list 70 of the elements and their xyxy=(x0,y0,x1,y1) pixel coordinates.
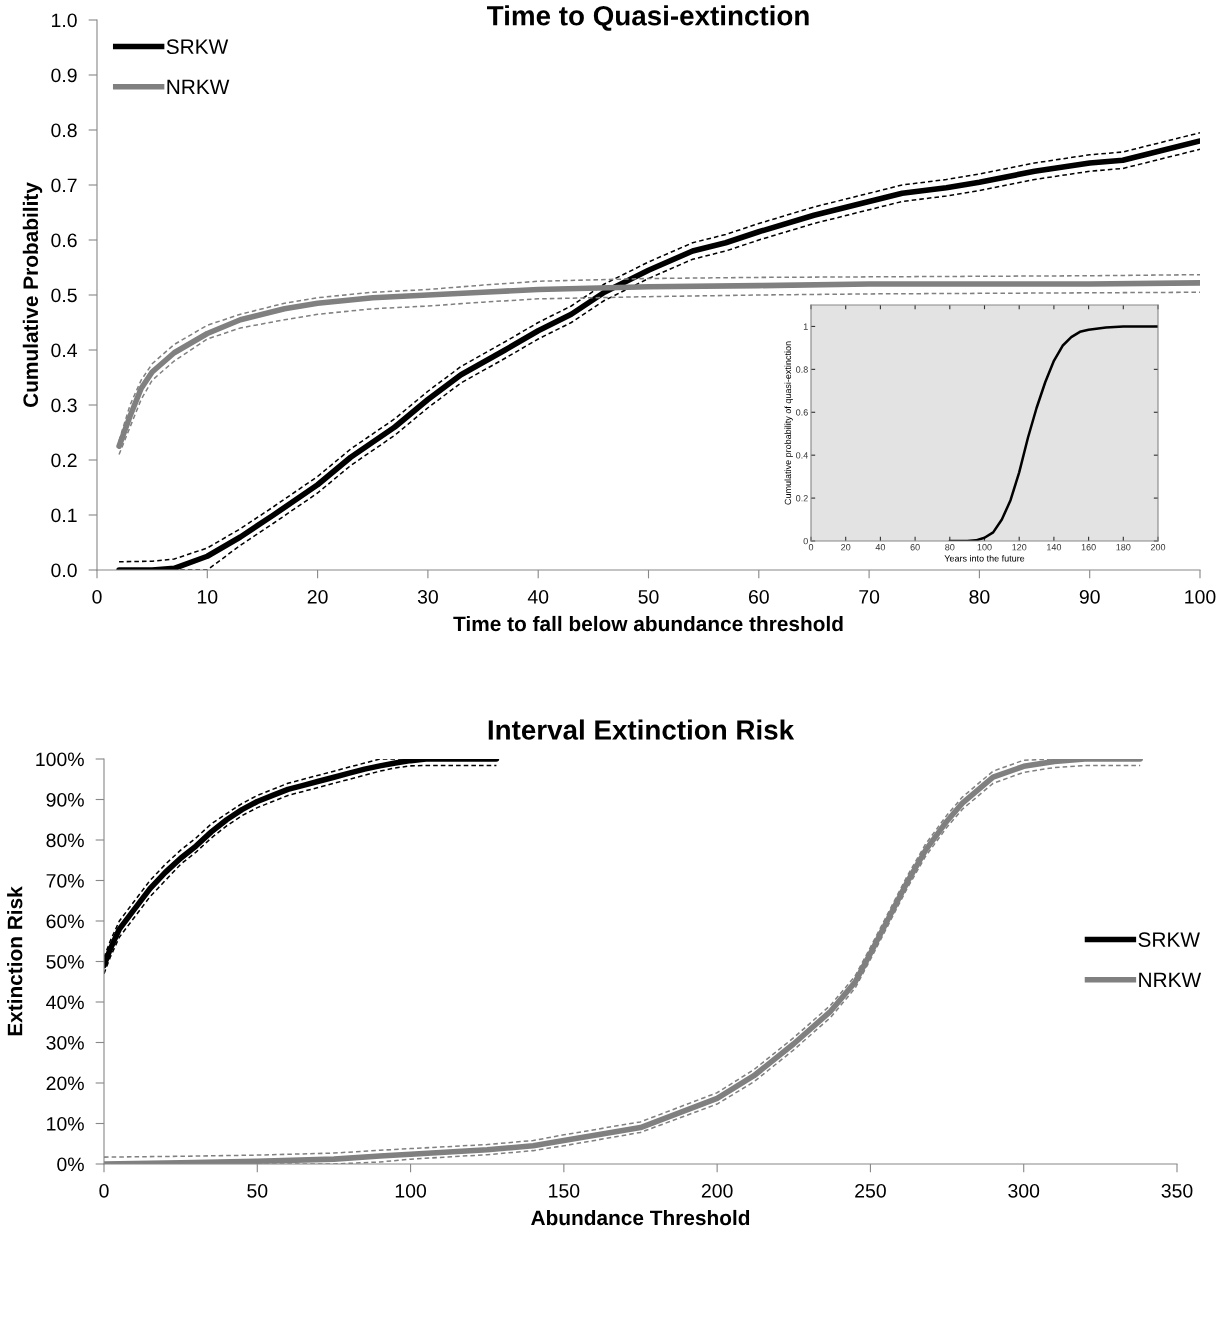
y-tick-label: 0.4 xyxy=(51,343,77,358)
x-tick-label: 160 xyxy=(1081,544,1096,551)
chart-title: Interval Extinction Risk xyxy=(488,719,795,740)
y-tick-label: 50% xyxy=(46,954,84,969)
x-axis-title: Time to fall below abundance threshold xyxy=(453,615,843,632)
x-tick-label: 180 xyxy=(1116,544,1131,551)
legend-label: SRKW xyxy=(166,39,229,55)
x-tick-label: 80 xyxy=(945,544,955,551)
y-tick-label: 1 xyxy=(803,323,808,330)
chart-title: Time to Quasi-extinction xyxy=(487,5,809,31)
y-tick-label: 30% xyxy=(46,1035,84,1050)
x-tick-label: 10 xyxy=(197,589,218,604)
x-tick-label: 20 xyxy=(841,544,851,551)
x-tick-label: 90 xyxy=(1079,589,1100,604)
y-tick-label: 0.9 xyxy=(51,68,77,83)
x-tick-label: 140 xyxy=(1047,544,1062,551)
y-tick-label: 0.3 xyxy=(51,398,77,413)
x-tick-label: 250 xyxy=(855,1183,886,1198)
y-tick-label: 70% xyxy=(46,873,84,888)
x-tick-label: 60 xyxy=(910,544,920,551)
legend-label: NRKW xyxy=(1139,972,1202,988)
x-tick-label: 0 xyxy=(99,1183,109,1198)
y-tick-label: 0.2 xyxy=(796,495,808,502)
x-tick-label: 0 xyxy=(92,589,102,604)
y-tick-label: 20% xyxy=(46,1076,84,1091)
x-axis-title: Abundance Threshold xyxy=(531,1209,750,1226)
y-tick-label: 0 xyxy=(803,537,808,545)
y-tick-label: 0.1 xyxy=(51,508,77,523)
y-tick-label: 0.6 xyxy=(51,233,77,248)
y-tick-label: 0.4 xyxy=(796,452,808,459)
y-tick-label: 40% xyxy=(46,995,84,1010)
y-tick-label: 0.2 xyxy=(51,453,77,468)
x-tick-label: 80 xyxy=(969,589,990,604)
x-tick-label: 100 xyxy=(395,1183,427,1198)
x-tick-label: 120 xyxy=(1012,544,1027,551)
x-tick-label: 0 xyxy=(808,544,814,551)
y-tick-label: 0.8 xyxy=(796,366,808,373)
x-tick-label: 300 xyxy=(1008,1183,1040,1198)
y-tick-label: 0.5 xyxy=(51,288,77,303)
x-tick-label: 100 xyxy=(977,544,992,551)
x-tick-label: 70 xyxy=(859,589,880,604)
y-tick-label: 0.8 xyxy=(51,123,77,138)
x-tick-label: 20 xyxy=(307,589,328,604)
y-tick-label: 100% xyxy=(36,752,84,767)
x-axis-title: Years into the future xyxy=(944,554,1025,562)
y-tick-label: 10% xyxy=(47,1116,84,1131)
legend-label: NRKW xyxy=(167,79,230,95)
x-tick-label: 50 xyxy=(247,1183,268,1198)
y-tick-label: 90% xyxy=(46,792,84,807)
y-tick-label: 60% xyxy=(46,914,84,929)
x-tick-label: 50 xyxy=(638,589,659,604)
x-tick-label: 200 xyxy=(701,1183,733,1198)
y-axis-title: Extinction Risk xyxy=(7,886,23,1036)
x-tick-label: 200 xyxy=(1150,544,1166,551)
y-tick-label: 0% xyxy=(57,1157,84,1172)
y-axis-title: Cumulative Probability xyxy=(22,182,43,408)
y-tick-label: 0.7 xyxy=(51,178,77,193)
x-tick-label: 40 xyxy=(527,589,549,604)
y-tick-label: 0.0 xyxy=(51,563,77,578)
legend-label: SRKW xyxy=(1138,932,1200,947)
x-tick-label: 350 xyxy=(1161,1183,1193,1198)
y-tick-label: 80% xyxy=(46,833,84,848)
x-tick-label: 60 xyxy=(748,589,769,604)
y-tick-label: 1.0 xyxy=(52,13,77,28)
x-tick-label: 150 xyxy=(549,1183,580,1198)
y-axis-title: Cumulative probability of quasi-extinction xyxy=(784,341,793,505)
x-tick-label: 30 xyxy=(417,589,438,604)
y-tick-label: 0.6 xyxy=(796,409,808,416)
x-tick-label: 100 xyxy=(1185,589,1216,604)
x-tick-label: 40 xyxy=(875,544,886,551)
